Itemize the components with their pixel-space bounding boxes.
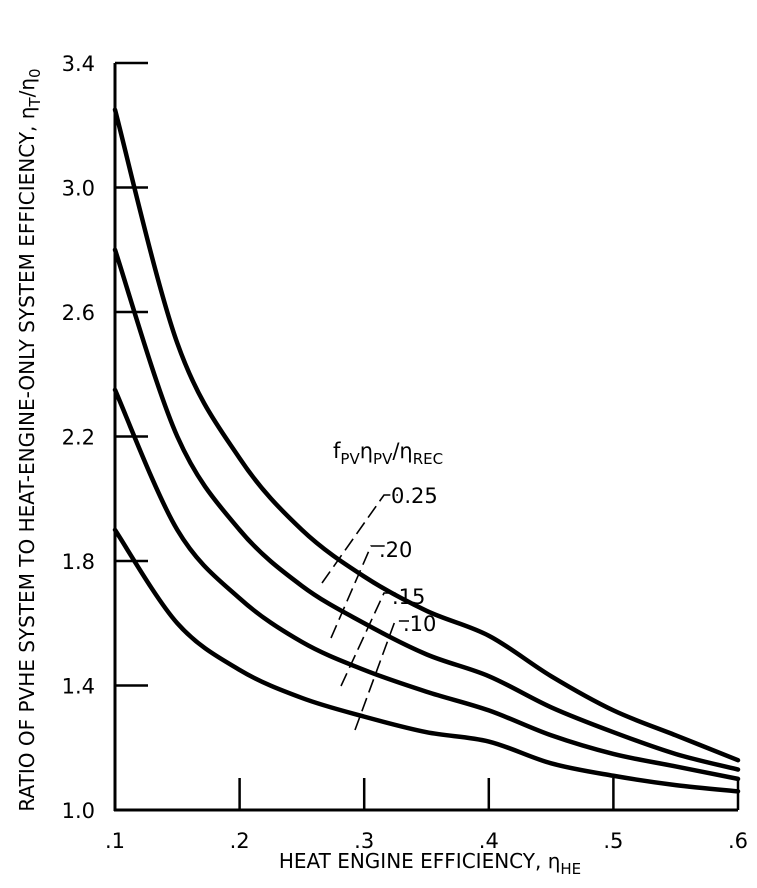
leader-line (321, 494, 398, 584)
series-line-15 (112, 387, 741, 782)
curve-label: 0.25 (391, 484, 438, 508)
y-tick-label: 1.4 (62, 675, 95, 699)
curve-label: .15 (392, 585, 425, 609)
y-tick-label: 3.4 (62, 52, 95, 76)
leader-lines (321, 494, 409, 731)
legend-title: fPVηPV/ηREC (333, 439, 443, 468)
y-tick-label: 2.2 (62, 426, 95, 450)
leader-line (330, 545, 385, 639)
series-line-10 (112, 527, 741, 794)
y-tick-label: 1.8 (62, 550, 95, 574)
y-tick-label: 1.0 (62, 799, 95, 823)
x-tick-label: .1 (105, 829, 125, 853)
series-line-025 (112, 107, 741, 763)
labels: 0.25 .20 .15 .10 fPVηPV/ηREC (333, 439, 443, 636)
curve-label: .20 (379, 538, 412, 562)
leader-line (340, 592, 398, 687)
curves (112, 107, 741, 794)
x-tick-label: .5 (603, 829, 623, 853)
y-tick-label: 3.0 (62, 177, 95, 201)
x-tick-label: .6 (728, 829, 748, 853)
x-axis-title: HEAT ENGINE EFFICIENCY, ηHE (279, 849, 581, 878)
leader-line (354, 620, 409, 731)
curve-label: .10 (403, 612, 436, 636)
y-tick-label: 2.6 (62, 301, 95, 325)
x-tick-label: .3 (354, 829, 374, 853)
x-tick-label: .2 (230, 829, 250, 853)
y-axis-title: RATIO OF PVHE SYSTEM TO HEAT-ENGINE-ONLY… (15, 68, 44, 811)
series-line-20 (112, 247, 741, 772)
x-tick-label: .4 (479, 829, 499, 853)
